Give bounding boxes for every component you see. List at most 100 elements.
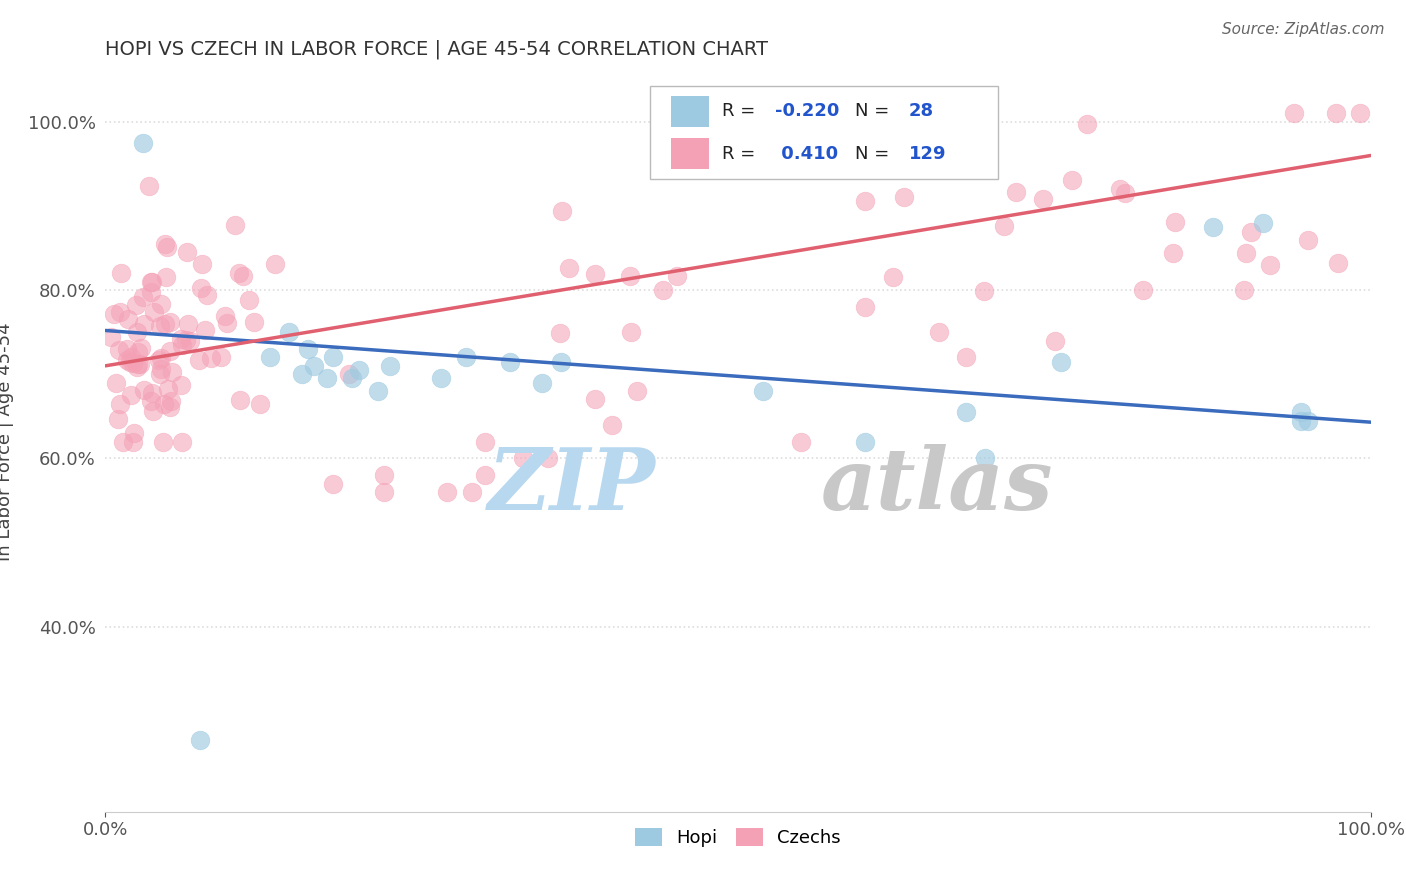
Text: N =: N =: [855, 103, 894, 120]
Point: [179, 334, 201, 348]
Point: [1114, 186, 1136, 200]
Point: [1284, 106, 1306, 120]
Point: [1296, 413, 1319, 427]
Point: [110, 266, 132, 280]
Point: [243, 315, 266, 329]
Point: [149, 351, 172, 365]
FancyBboxPatch shape: [671, 95, 709, 127]
Point: [214, 309, 236, 323]
Point: [337, 367, 360, 381]
Point: [188, 353, 211, 368]
Point: [172, 337, 194, 351]
Point: [290, 368, 312, 382]
Point: [108, 343, 131, 357]
Point: [620, 326, 643, 340]
Point: [1201, 219, 1223, 234]
Point: [600, 417, 623, 432]
Point: [172, 434, 194, 449]
Text: atlas: atlas: [821, 444, 1053, 528]
Point: [373, 485, 395, 500]
Point: [537, 451, 560, 466]
Legend: Hopi, Czechs: Hopi, Czechs: [628, 821, 848, 855]
Point: [1324, 106, 1347, 120]
Point: [583, 267, 606, 281]
Point: [378, 359, 402, 373]
Text: Source: ZipAtlas.com: Source: ZipAtlas.com: [1222, 22, 1385, 37]
Point: [156, 240, 179, 254]
Point: [430, 371, 453, 385]
Text: HOPI VS CZECH IN LABOR FORCE | AGE 45-54 CORRELATION CHART: HOPI VS CZECH IN LABOR FORCE | AGE 45-54…: [105, 39, 769, 59]
Point: [993, 219, 1015, 233]
Point: [1233, 283, 1256, 297]
Point: [127, 344, 149, 359]
Point: [120, 355, 142, 369]
Point: [666, 268, 689, 283]
Point: [853, 434, 876, 449]
Point: [530, 376, 553, 390]
Text: 0.410: 0.410: [775, 145, 838, 162]
Point: [132, 290, 155, 304]
Point: [127, 359, 149, 374]
Point: [973, 451, 995, 466]
Point: [195, 287, 218, 301]
Point: [190, 281, 212, 295]
Point: [209, 350, 232, 364]
Point: [139, 393, 162, 408]
Point: [1005, 186, 1028, 200]
Point: [150, 361, 173, 376]
Point: [149, 297, 172, 311]
Point: [142, 403, 165, 417]
Point: [373, 468, 395, 483]
Point: [155, 270, 177, 285]
Point: [157, 382, 180, 396]
Point: [366, 384, 388, 398]
Point: [249, 397, 271, 411]
Point: [1049, 354, 1073, 368]
Point: [141, 285, 163, 299]
Point: [752, 384, 775, 398]
Point: [1076, 117, 1098, 131]
Point: [1296, 233, 1319, 247]
Point: [117, 312, 139, 326]
Point: [626, 384, 648, 398]
Point: [1043, 334, 1066, 348]
Point: [159, 315, 181, 329]
FancyBboxPatch shape: [671, 138, 709, 169]
Text: 28: 28: [908, 103, 934, 120]
Point: [115, 352, 138, 367]
Point: [322, 476, 344, 491]
Point: [174, 333, 197, 347]
Point: [229, 393, 252, 408]
Point: [893, 190, 915, 204]
Point: [512, 451, 534, 466]
Point: [100, 330, 122, 344]
Point: [340, 371, 363, 385]
Y-axis label: In Labor Force | Age 45-54: In Labor Force | Age 45-54: [0, 322, 14, 561]
Point: [583, 392, 606, 407]
Point: [177, 317, 200, 331]
Point: [853, 300, 876, 314]
Point: [970, 106, 993, 120]
Point: [1326, 256, 1348, 270]
Point: [853, 194, 876, 208]
Point: [103, 307, 125, 321]
Point: [110, 305, 132, 319]
Point: [1291, 405, 1313, 419]
Point: [232, 269, 254, 284]
Point: [108, 397, 131, 411]
Point: [188, 733, 211, 747]
Point: [149, 319, 172, 334]
Point: [155, 237, 177, 252]
Text: -0.220: -0.220: [775, 103, 839, 120]
Point: [120, 388, 142, 402]
Point: [1234, 245, 1257, 260]
Point: [347, 363, 370, 377]
Point: [122, 425, 145, 440]
Point: [112, 434, 135, 449]
Point: [159, 401, 181, 415]
Point: [217, 316, 239, 330]
Point: [194, 323, 217, 337]
Point: [131, 341, 153, 355]
Point: [973, 284, 995, 298]
Point: [790, 434, 813, 449]
